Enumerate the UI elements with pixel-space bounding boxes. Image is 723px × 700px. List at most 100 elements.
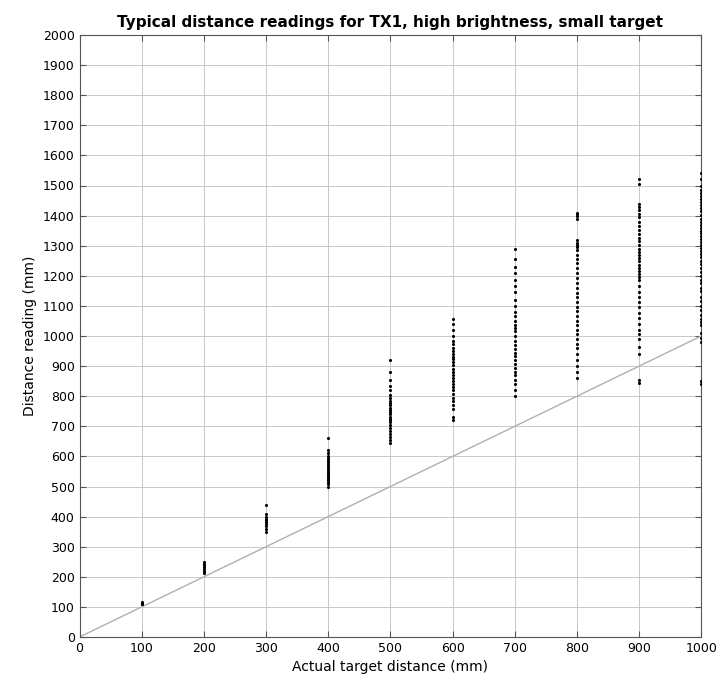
Point [571,333,583,344]
Point [322,469,334,480]
Point [696,202,707,214]
Point [509,274,521,286]
Point [571,315,583,326]
Point [260,499,272,510]
Point [447,392,458,403]
Point [696,282,707,293]
Point [260,517,272,528]
Point [509,294,521,305]
Point [633,211,645,223]
Point [447,366,458,377]
Point [571,324,583,335]
Title: Typical distance readings for TX1, high brightness, small target: Typical distance readings for TX1, high … [117,15,664,29]
Point [633,246,645,258]
Point [633,349,645,360]
Point [571,372,583,384]
Point [322,458,334,470]
Point [322,454,334,466]
Point [260,509,272,520]
Point [696,314,707,325]
Point [696,199,707,211]
Point [571,292,583,303]
Point [696,300,707,312]
Point [633,260,645,271]
Point [633,333,645,344]
Point [509,281,521,292]
Point [633,297,645,308]
Point [509,261,521,272]
Point [447,372,458,383]
Point [322,464,334,475]
Point [322,472,334,483]
Point [385,413,396,424]
Point [696,197,707,208]
Point [322,448,334,459]
Point [136,598,147,610]
Point [509,326,521,337]
Point [509,374,521,385]
Point [571,354,583,365]
Point [571,268,583,279]
Point [260,511,272,522]
Point [633,272,645,283]
Point [696,304,707,316]
Point [385,392,396,403]
Point [447,354,458,365]
Point [696,228,707,239]
Point [696,256,707,267]
Point [260,513,272,524]
Point [322,473,334,484]
Point [571,329,583,340]
Point [571,253,583,265]
Point [696,225,707,237]
Point [696,246,707,257]
Point [385,425,396,436]
Point [633,216,645,228]
Point [633,256,645,267]
Point [447,384,458,395]
Point [385,389,396,400]
Point [696,251,707,262]
Point [509,335,521,346]
Point [633,201,645,212]
Point [447,351,458,363]
Point [633,302,645,313]
Point [571,349,583,360]
Point [633,281,645,292]
Point [509,320,521,331]
Point [696,213,707,224]
Point [509,323,521,334]
Point [696,379,707,390]
Point [509,347,521,358]
Point [633,266,645,277]
Point [509,287,521,298]
Point [447,330,458,342]
X-axis label: Actual target distance (mm): Actual target distance (mm) [292,660,489,674]
Point [696,174,707,185]
Point [571,311,583,322]
Point [696,262,707,274]
Point [322,479,334,490]
Point [509,243,521,254]
Point [633,232,645,244]
Point [633,204,645,216]
Point [385,431,396,442]
Point [696,317,707,328]
Point [696,216,707,228]
Point [447,414,458,426]
Point [385,422,396,433]
Point [385,374,396,385]
Point [509,315,521,326]
Point [633,374,645,385]
Point [696,168,707,179]
Point [385,404,396,415]
Point [509,311,521,322]
Point [260,521,272,532]
Point [198,560,210,571]
Point [509,370,521,381]
Point [385,384,396,395]
Point [633,269,645,280]
Point [633,324,645,335]
Point [696,259,707,270]
Point [696,239,707,251]
